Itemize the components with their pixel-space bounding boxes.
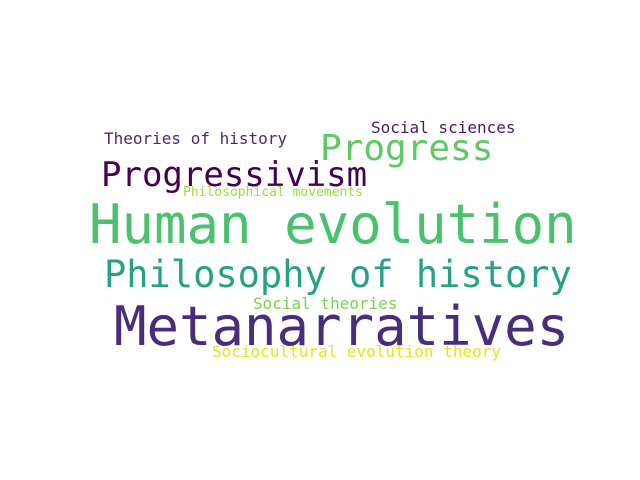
word-progress: Progress [320,128,494,169]
word-social-sciences: Social sciences [371,118,516,137]
word-philosophical-movements: Philosophical movements [183,185,364,200]
word-progressivism: Progressivism [101,155,368,195]
word-social-theories: Social theories [253,294,398,313]
word-metanarratives: Metanarratives [114,295,570,358]
word-theories-of-history: Theories of history [104,129,288,148]
word-human-evolution: Human evolution [89,193,577,256]
word-philosophy-of-history: Philosophy of history [104,253,572,296]
word-sociocultural-evolution-theory: Sociocultural evolution theory [212,342,501,361]
